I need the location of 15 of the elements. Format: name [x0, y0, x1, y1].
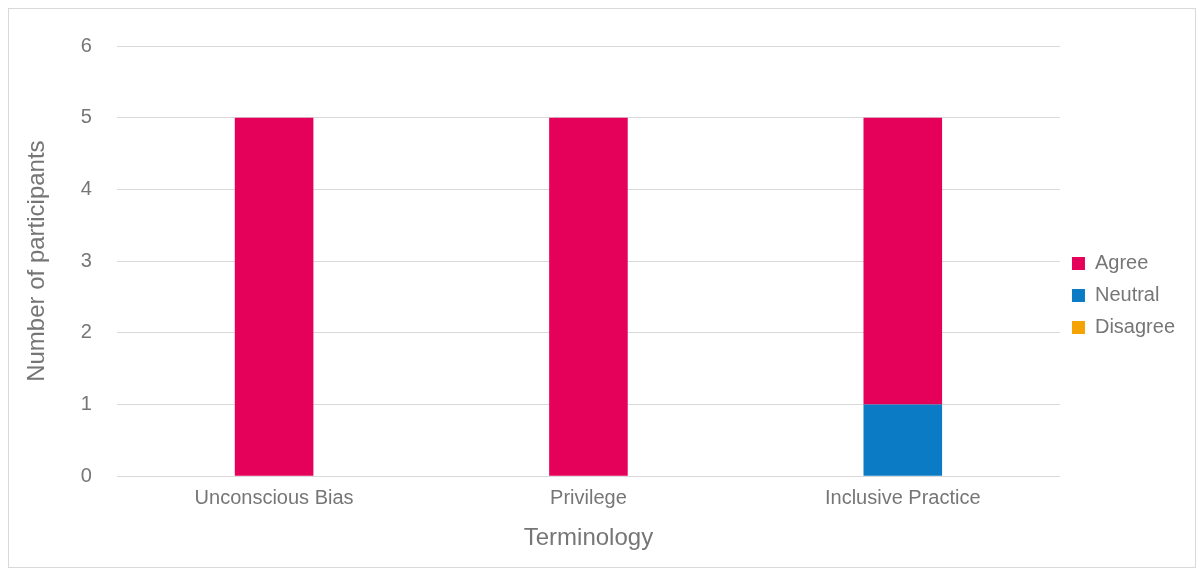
y-tick-label: 4 [80, 176, 92, 199]
y-tick-label: 2 [80, 320, 92, 343]
y-tick-label: 5 [80, 105, 92, 128]
x-axis-title: Terminology [523, 523, 654, 551]
y-axis-title: Number of participants [22, 140, 50, 382]
x-tick-label: Inclusive Practice [824, 485, 981, 508]
y-tick-label: 0 [80, 463, 92, 486]
y-tick-label: 6 [80, 33, 92, 56]
legend-label: Disagree [1094, 315, 1176, 338]
x-tick-label: Unconscious Bias [194, 485, 354, 508]
legend-label: Neutral [1094, 283, 1160, 306]
y-tick-label: 3 [80, 248, 92, 271]
y-tick-label: 1 [80, 392, 92, 415]
x-tick-label: Privilege [550, 485, 627, 508]
legend-label: Agree [1094, 251, 1149, 274]
